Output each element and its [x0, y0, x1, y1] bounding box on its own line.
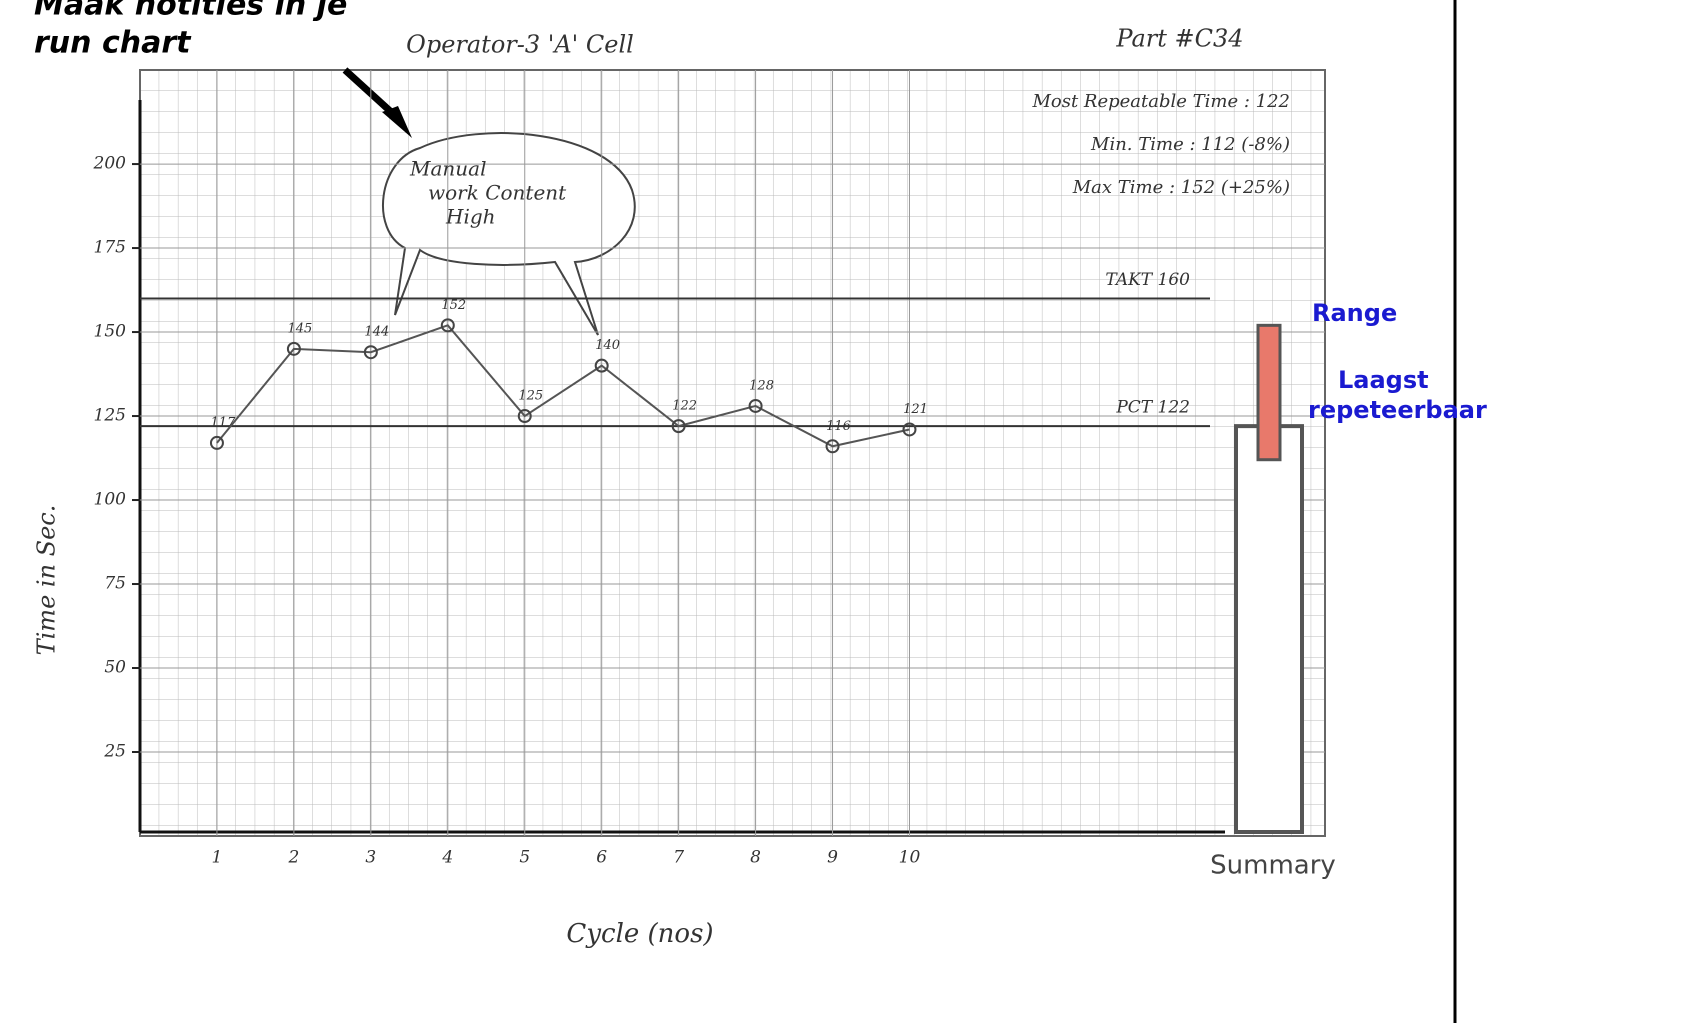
base-label: repeteerbaar — [1308, 396, 1487, 424]
y-tick-label: 175 — [94, 238, 126, 258]
point — [440, 318, 455, 333]
graph-paper — [139, 69, 1326, 837]
annotation: Min. Time : 112 (-8%) — [1090, 134, 1290, 155]
point — [825, 439, 840, 454]
heading: Maak notities in je — [34, 0, 347, 23]
data-label: 128 — [749, 378, 774, 393]
point — [902, 422, 917, 437]
annotation: Max Time : 152 (+25%) — [1072, 177, 1290, 198]
point — [594, 358, 609, 373]
y-tick-label: 125 — [94, 406, 126, 426]
x-tick-label: 3 — [365, 848, 376, 868]
range-label: Range — [1312, 299, 1397, 327]
data-label: 125 — [518, 389, 543, 404]
base-label: Laagst — [1338, 366, 1429, 394]
y-tick-label: 200 — [93, 154, 127, 174]
arrow-head — [382, 106, 412, 138]
x-tick-label: 7 — [673, 848, 684, 868]
y-tick-label: 50 — [104, 658, 126, 678]
x-tick-label: 4 — [441, 848, 453, 868]
data-label: 117 — [211, 415, 237, 430]
y-tick-label: 25 — [103, 742, 126, 762]
data-label: 144 — [364, 325, 389, 340]
reference-label: PCT 122 — [1115, 398, 1190, 418]
point — [286, 341, 301, 356]
x-tick-label: 6 — [596, 848, 607, 868]
y-tick-label: 100 — [94, 490, 127, 510]
x-tick-label: 5 — [519, 848, 530, 868]
point — [363, 345, 378, 360]
heading: run chart — [34, 26, 192, 61]
point — [748, 398, 763, 413]
chart-title: Operator-3 'A' Cell — [406, 31, 634, 59]
summary-base — [1234, 424, 1304, 834]
point — [517, 409, 532, 424]
series-line — [216, 324, 910, 448]
point — [209, 435, 224, 450]
x-tick-label: 1 — [212, 848, 223, 868]
x-tick-label: 9 — [827, 848, 838, 868]
summary-label: Summary — [1210, 851, 1336, 881]
y-tick-label: 75 — [104, 574, 126, 594]
x-tick-label: 2 — [287, 848, 299, 868]
data-label: 122 — [672, 399, 697, 414]
x-axis-label: Cycle (nos) — [566, 919, 713, 949]
chart-subtitle: Part #C34 — [1115, 25, 1243, 53]
y-tick-label: 150 — [94, 322, 127, 342]
annotation: Most Repeatable Time : 122 — [1031, 91, 1290, 112]
point — [671, 419, 686, 434]
data-label: 121 — [903, 402, 928, 417]
y-axis-label: Time in Sec. — [33, 505, 61, 656]
x-tick-label: 8 — [750, 848, 761, 868]
callout-text: High — [445, 205, 496, 229]
data-label: 140 — [595, 338, 620, 353]
data-label: 145 — [287, 321, 312, 336]
x-tick-label: 10 — [899, 848, 921, 868]
callout-text: Manual — [409, 157, 486, 181]
reference-label: TAKT 160 — [1105, 270, 1190, 290]
summary-range — [1256, 323, 1282, 462]
callout-bubble — [382, 132, 636, 336]
data-label: 152 — [441, 298, 466, 313]
data-label: 116 — [826, 419, 851, 434]
callout-text: work Content — [428, 181, 567, 205]
